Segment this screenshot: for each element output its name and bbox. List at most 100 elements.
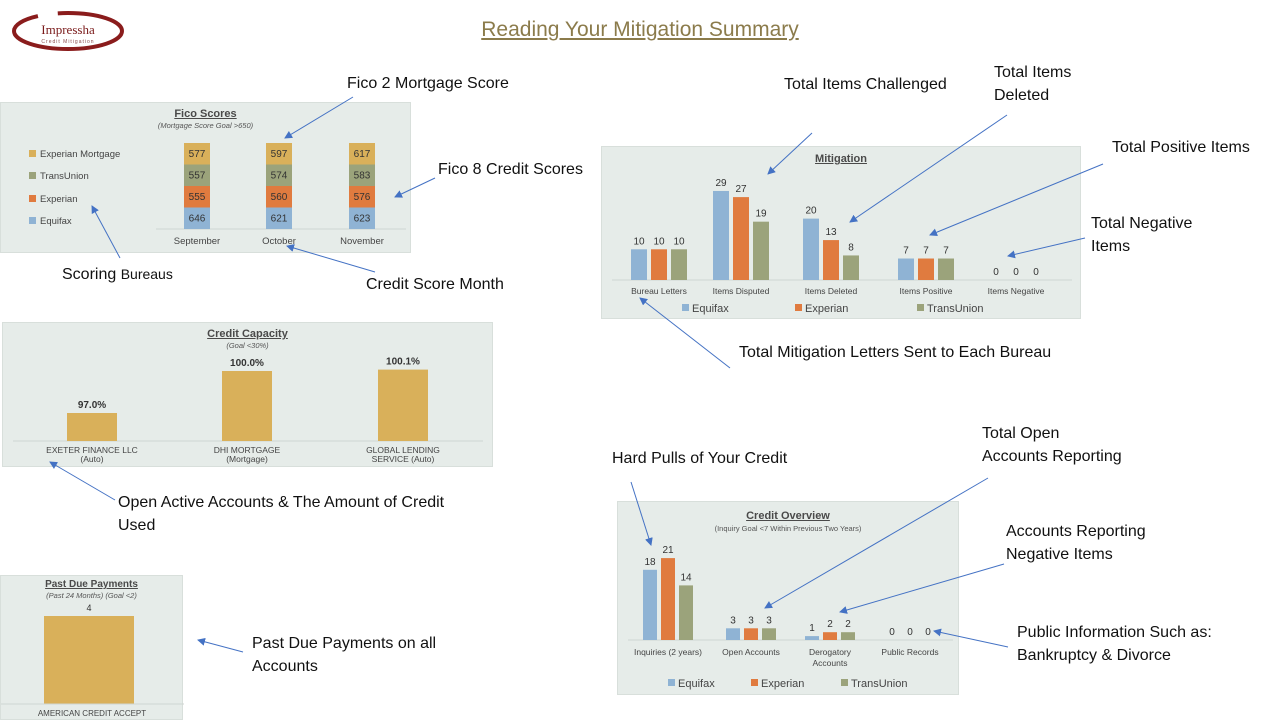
bar-segment: [266, 186, 292, 208]
bar: [378, 369, 428, 441]
data-label: 27: [735, 184, 747, 195]
bar: [733, 197, 749, 280]
legend-label: Equifax: [692, 303, 729, 315]
past-due-panel: Past Due Payments (Past 24 Months) (Goal…: [0, 575, 184, 720]
legend-label: TransUnion: [927, 303, 983, 315]
bar-segment: [349, 207, 375, 229]
data-label: 7: [943, 246, 949, 257]
data-label: 0: [993, 267, 999, 278]
legend-label: Experian: [40, 194, 78, 205]
x-tick-label: GLOBAL LENDING: [366, 445, 440, 455]
data-label: 646: [189, 214, 206, 225]
x-tick-label: October: [262, 236, 296, 247]
company-logo: Impressha Credit Mitigation: [12, 10, 125, 52]
bar: [744, 628, 758, 640]
bar-segment: [266, 207, 292, 229]
legend-swatch: [29, 172, 36, 179]
bar: [823, 240, 839, 280]
annotation-open-active: Open Active Accounts & The Amount of Cre…: [118, 494, 445, 534]
annotation-neg-accounts: Accounts Reporting Negative Items: [1006, 523, 1146, 563]
annotation-scoring-bureaus: Scoring Bureaus: [62, 263, 173, 286]
x-tick-label: Items Disputed: [713, 286, 770, 296]
data-label: 560: [271, 192, 288, 203]
legend-item-equifax: Equifax: [29, 216, 72, 227]
bar-segment: [184, 143, 210, 165]
bar-segment: [184, 207, 210, 229]
x-tick-label: Inquiries (2 years): [634, 647, 702, 657]
data-label: 1: [809, 623, 815, 634]
data-label: 13: [825, 227, 837, 238]
legend-swatch: [29, 150, 36, 157]
credit-capacity-panel: Credit Capacity (Goal <30%) 97.0% EXETER …: [2, 322, 493, 467]
data-label: 7: [903, 246, 909, 257]
bar: [651, 249, 667, 280]
x-tick-label: EXETER FINANCE LLC: [46, 445, 138, 455]
legend-label: Experian: [761, 678, 804, 690]
annotation-positive: Total Positive Items: [1112, 139, 1250, 156]
data-label: 0: [1033, 267, 1039, 278]
annotation-challenged: Total Items Challenged: [784, 76, 947, 93]
bar: [661, 558, 675, 640]
annotation-month: Credit Score Month: [366, 276, 504, 293]
data-label: 557: [189, 171, 206, 182]
x-tick-label: (Auto): [80, 454, 103, 464]
bar: [67, 413, 117, 441]
bar-segment: [349, 164, 375, 186]
annotation-open-total: Total Open Accounts Reporting: [982, 425, 1122, 465]
x-tick-label: Items Negative: [988, 286, 1045, 296]
data-label: 597: [271, 149, 288, 160]
legend-swatch: [682, 304, 689, 311]
data-label: 100.1%: [386, 357, 420, 368]
data-label: 14: [680, 572, 692, 583]
bar-segment: [349, 143, 375, 165]
annotation-fico8: Fico 8 Credit Scores: [438, 161, 583, 178]
data-label: 576: [354, 192, 371, 203]
data-label: 21: [662, 545, 674, 556]
data-label: 10: [673, 236, 685, 247]
x-tick-label: Bureau Letters: [631, 286, 687, 296]
bar-segment: [266, 164, 292, 186]
chart-title: Credit Capacity: [207, 328, 288, 340]
legend-item-mortgage: Experian Mortgage: [29, 149, 120, 160]
bar: [938, 258, 954, 280]
annotation-public-info: Public Information Such as: Bankruptcy &…: [1017, 624, 1212, 664]
x-tick-label: Open Accounts: [722, 647, 780, 657]
data-label: 623: [354, 214, 371, 225]
bar: [898, 258, 914, 280]
data-label: 10: [653, 236, 665, 247]
credit-overview-panel: Credit Overview (Inquiry Goal <7 Within …: [617, 501, 959, 695]
bar: [918, 258, 934, 280]
annotation-letters: Total Mitigation Letters Sent to Each Bu…: [739, 344, 1052, 361]
bar-segment: [184, 186, 210, 208]
data-label: 2: [845, 619, 851, 630]
page-title: Reading Your Mitigation Summary: [481, 18, 799, 41]
fico-scores-panel: Fico Scores (Mortgage Score Goal >650) 6…: [0, 102, 411, 253]
legend-swatch: [751, 679, 758, 686]
data-label: 0: [907, 627, 913, 638]
x-tick-label: Items Positive: [900, 286, 953, 296]
x-tick-label: AMERICAN CREDIT ACCEPT: [38, 709, 146, 718]
annotation-deleted: Total Items Deleted: [994, 64, 1072, 104]
bar: [713, 190, 729, 280]
chart-title: Past Due Payments: [45, 579, 138, 590]
data-label: 621: [271, 214, 288, 225]
chart-subtitle: (Goal <30%): [226, 341, 269, 350]
legend-swatch: [841, 679, 848, 686]
annotation-text: Scoring: [62, 266, 117, 283]
annotation-fico2: Fico 2 Mortgage Score: [347, 75, 509, 92]
bar: [753, 221, 769, 280]
data-label: 574: [271, 171, 288, 182]
chart-subtitle: (Past 24 Months) (Goal <2): [46, 591, 137, 600]
mitigation-panel: Mitigation 10 10 10 Bureau Letters 29 27 19 Ite…: [601, 146, 1081, 319]
data-label: 3: [730, 615, 736, 626]
annotation-text: Bureaus: [120, 266, 173, 282]
annotation-negative: Total Negative Items: [1091, 215, 1193, 255]
bar: [726, 628, 740, 640]
legend-label: Experian Mortgage: [40, 149, 121, 160]
x-tick-label: SERVICE (Auto): [372, 454, 435, 464]
data-label: 3: [748, 615, 754, 626]
chart-subtitle: (Mortgage Score Goal >650): [157, 121, 254, 130]
data-label: 10: [633, 236, 645, 247]
bar: [841, 632, 855, 640]
annotation-hard-pulls: Hard Pulls of Your Credit: [612, 450, 788, 467]
